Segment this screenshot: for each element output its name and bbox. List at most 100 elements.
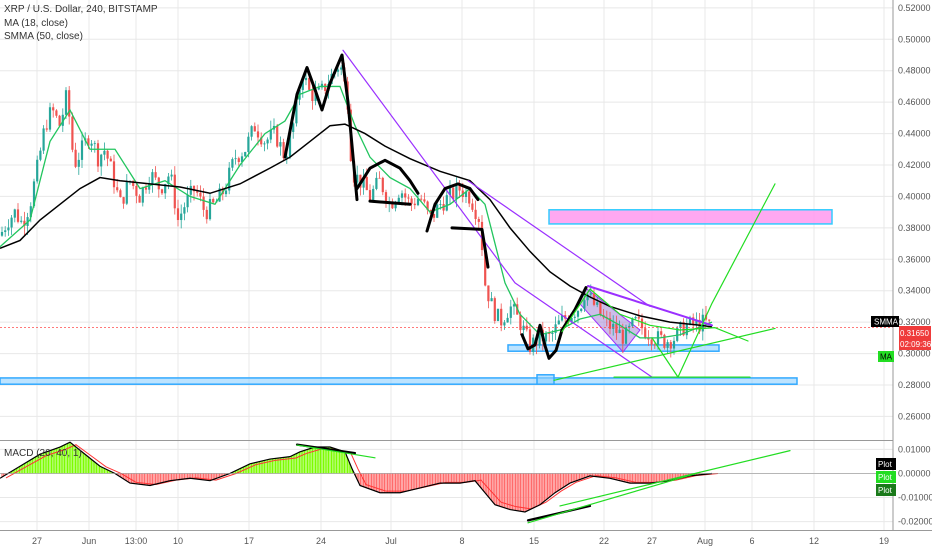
- candle-body: [445, 195, 448, 211]
- macd-bar: [63, 444, 65, 474]
- purple-trendline-3: [587, 285, 713, 327]
- macd-divergence-green-3: [559, 450, 791, 507]
- macd-bar: [81, 451, 83, 474]
- macd-bar: [412, 473, 414, 490]
- macd-bar: [179, 473, 181, 480]
- x-tick-label: 12: [809, 536, 819, 546]
- macd-bar: [486, 473, 488, 495]
- macd-bar: [47, 451, 49, 474]
- rounded-top-drawing-2: [425, 182, 480, 233]
- candle-body: [458, 183, 461, 191]
- chart-title-legend[interactable]: XRP / U.S. Dollar, 240, BITSTAMP: [4, 4, 158, 15]
- support-zone-small: [536, 374, 555, 385]
- macd-bar: [150, 473, 152, 486]
- macd-bar: [46, 451, 48, 474]
- macd-bar: [62, 445, 64, 474]
- macd-bar: [60, 446, 62, 474]
- candle-body: [68, 90, 71, 117]
- candle-body: [32, 181, 36, 207]
- candle-body: [688, 317, 692, 324]
- macd-bar: [681, 473, 683, 478]
- candle-body: [368, 190, 372, 201]
- macd-bar: [612, 473, 614, 480]
- macd-bar: [545, 473, 547, 500]
- macd-bar: [364, 473, 366, 488]
- y-tick-label: 0.26000: [898, 411, 931, 421]
- macd-bar: [311, 447, 313, 474]
- macd-bar: [367, 473, 369, 489]
- macd-bar: [214, 473, 216, 479]
- candle-body: [106, 150, 109, 159]
- macd-bar: [516, 473, 518, 511]
- macd-bar: [196, 473, 198, 480]
- candle-body: [42, 128, 45, 151]
- macd-bar: [299, 452, 301, 474]
- macd-bar: [313, 447, 315, 474]
- plot-tag-1: [876, 458, 896, 470]
- macd-bar: [55, 448, 57, 474]
- candle-body: [468, 191, 471, 204]
- macd-bar: [310, 448, 312, 474]
- macd-bar: [17, 467, 19, 474]
- candle-body: [551, 332, 554, 335]
- macd-bar: [267, 459, 269, 474]
- ma-polyline: [0, 85, 713, 339]
- x-tick-label: 6: [749, 536, 754, 546]
- macd-bar: [452, 473, 454, 484]
- candle-body: [512, 304, 516, 307]
- macd-bar: [337, 449, 339, 474]
- macd-bar: [44, 452, 46, 474]
- macd-bar: [577, 473, 579, 481]
- macd-legend[interactable]: MACD (20, 40, 1): [4, 448, 82, 459]
- candle-body: [644, 328, 647, 338]
- candle-body: [132, 180, 135, 186]
- macd-bar: [305, 449, 307, 474]
- candle-body: [477, 218, 480, 222]
- macd-bar: [551, 473, 553, 495]
- macd-bar: [275, 458, 277, 474]
- candle-body: [16, 209, 20, 222]
- macd-bar: [675, 473, 677, 480]
- macd-bar: [494, 473, 496, 505]
- macd-bar: [539, 473, 541, 505]
- macd-bar: [398, 473, 400, 493]
- ma-legend[interactable]: MA (18, close): [4, 18, 68, 29]
- macd-bar: [180, 473, 182, 480]
- macd-y-tick-label: -0.02000: [898, 517, 932, 527]
- candle-body: [288, 132, 292, 157]
- macd-bar: [148, 473, 150, 486]
- macd-bar: [350, 465, 352, 474]
- macd-bar: [31, 458, 33, 474]
- macd-bar: [593, 473, 595, 477]
- macd-bar: [679, 473, 681, 479]
- macd-bar: [655, 473, 657, 483]
- candle-body: [522, 325, 525, 331]
- x-tick-label: 15: [529, 536, 539, 546]
- x-tick-label: 19: [879, 536, 889, 546]
- candle-body: [103, 150, 106, 155]
- macd-bar: [119, 473, 121, 477]
- macd-bar: [188, 473, 190, 479]
- x-tick-label: 27: [647, 536, 657, 546]
- macd-bar: [76, 447, 78, 474]
- macd-bar: [476, 473, 478, 484]
- candle-body: [554, 324, 557, 333]
- macd-bar: [435, 473, 437, 485]
- candle-body: [202, 196, 205, 210]
- macd-bar: [676, 473, 678, 479]
- macd-bar: [387, 473, 389, 493]
- candle-body: [612, 323, 615, 329]
- smma-legend[interactable]: SMMA (50, close): [4, 31, 83, 42]
- macd-bar: [139, 473, 141, 485]
- macd-bar: [206, 473, 208, 481]
- candle-body: [608, 318, 612, 329]
- macd-bar: [590, 473, 592, 476]
- macd-bar: [38, 454, 40, 474]
- macd-bar: [92, 460, 94, 474]
- macd-bar: [89, 458, 91, 474]
- macd-bar: [41, 453, 43, 474]
- macd-bar: [303, 450, 305, 474]
- macd-bar: [556, 473, 558, 492]
- macd-bar: [65, 444, 67, 474]
